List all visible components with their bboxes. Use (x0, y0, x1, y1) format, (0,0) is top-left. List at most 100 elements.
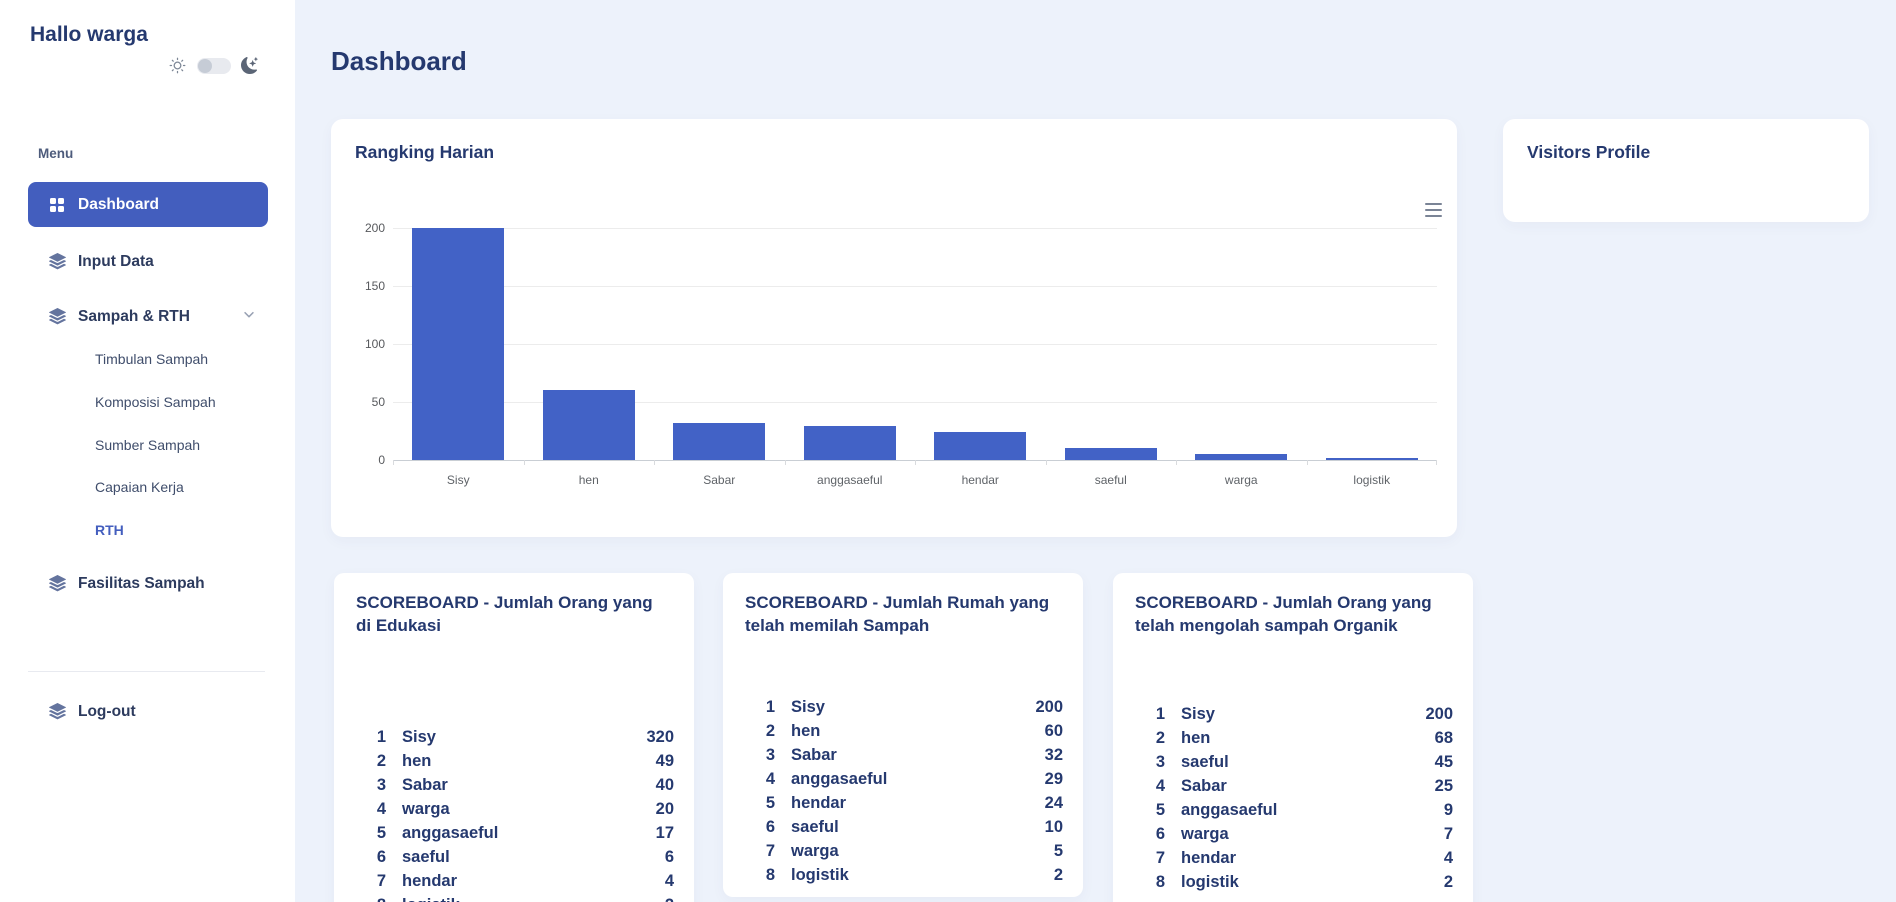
score-value: 7 (1443, 824, 1453, 843)
chart-card-title: Rangking Harian (355, 142, 495, 162)
scoreboard-row: 1 Sisy 200 (1113, 702, 1473, 726)
stack-icon (48, 575, 66, 593)
stack-icon (48, 703, 66, 721)
sidebar-item-dashboard[interactable]: Dashboard (28, 182, 268, 227)
score-value: 320 (646, 727, 674, 746)
rank-number: 4 (1155, 776, 1165, 795)
score-value: 32 (1044, 745, 1063, 764)
sidebar-item-label: Input Data (78, 252, 154, 270)
score-value: 60 (1044, 721, 1063, 740)
scoreboard-row: 4 Sabar 25 (1113, 774, 1473, 798)
rank-number: 8 (765, 865, 775, 884)
bar-warga[interactable] (1195, 454, 1288, 460)
scoreboard-row: 3 Sabar 32 (723, 743, 1083, 767)
scoreboard-list: 1 Sisy 200 2 hen 68 3 saeful 45 4 Sabar 25 5 anggasae… (1113, 702, 1473, 894)
scoreboard-title: SCOREBOARD - Jumlah Orang yang telah men… (1135, 593, 1432, 635)
scoreboard-card-mengolah-organik: SCOREBOARD - Jumlah Orang yang telah men… (1113, 573, 1473, 902)
participant-name: saeful (791, 817, 839, 836)
rank-number: 2 (376, 751, 386, 770)
bar-saeful[interactable] (1064, 448, 1157, 460)
scoreboard-list: 1 Sisy 200 2 hen 60 3 Sabar 32 4 anggasaeful 29 5 hen… (723, 695, 1083, 887)
x-axis-label: hen (578, 473, 599, 487)
sidebar-subitem-capaian-kerja[interactable]: Capaian Kerja (95, 479, 184, 495)
x-axis-tick (654, 460, 655, 465)
score-value: 20 (655, 799, 674, 818)
score-value: 25 (1434, 776, 1453, 795)
sidebar-item-sampah-rth[interactable]: Sampah & RTH (28, 294, 268, 339)
scoreboard-title: SCOREBOARD - Jumlah Rumah yang telah mem… (745, 593, 1050, 635)
participant-name: Sisy (791, 697, 825, 716)
bar-logistik[interactable] (1325, 457, 1418, 460)
bar-Sabar[interactable] (673, 422, 766, 460)
score-value: 2 (665, 896, 674, 902)
score-value: 4 (1443, 848, 1453, 867)
bar-Sisy[interactable] (412, 228, 505, 460)
scoreboard-row: 7 hendar 4 (334, 869, 694, 893)
sidebar-item-label: Log-out (78, 702, 136, 720)
menu-section-label: Menu (38, 146, 74, 161)
stack-icon (48, 253, 66, 271)
participant-name: Sabar (791, 745, 837, 764)
sidebar-item-input-data[interactable]: Input Data (28, 239, 268, 284)
theme-switcher (168, 56, 258, 75)
x-axis-label: Sabar (703, 473, 736, 487)
y-axis-tick-label: 100 (364, 337, 385, 351)
participant-name: warga (791, 841, 839, 860)
sidebar-item-label: Sampah & RTH (78, 307, 190, 325)
bar-hen[interactable] (542, 390, 635, 460)
sun-icon (168, 56, 187, 75)
rank-number: 8 (1155, 872, 1165, 891)
scoreboard-row: 5 hendar 24 (723, 791, 1083, 815)
hamburger-menu-icon[interactable] (1425, 203, 1443, 217)
score-value: 9 (1443, 800, 1453, 819)
score-value: 4 (664, 871, 674, 890)
rank-number: 3 (765, 745, 775, 764)
sidebar-subitem-timbulan-sampah[interactable]: Timbulan Sampah (95, 351, 209, 367)
rank-number: 3 (376, 775, 386, 794)
scoreboard-row: 2 hen 60 (723, 719, 1083, 743)
scoreboard-row: 3 Sabar 40 (334, 773, 694, 797)
score-value: 200 (1425, 704, 1453, 723)
scoreboard-row: 8 logistik 2 (1113, 870, 1473, 894)
page-title: Dashboard (331, 46, 467, 76)
rank-number: 2 (765, 721, 775, 740)
bar-chart-plot[interactable]: 0 50 100 150 200 (365, 221, 1437, 467)
scoreboard-row: 8 logistik 2 (334, 893, 694, 902)
sidebar-item-logout[interactable]: Log-out (28, 689, 268, 734)
sidebar: Hallo warga Menu Dashboard (0, 0, 295, 902)
score-value: 5 (1053, 841, 1063, 860)
score-value: 200 (1035, 697, 1063, 716)
participant-name: anggasaeful (402, 823, 499, 842)
sidebar-item-fasilitas-sampah[interactable]: Fasilitas Sampah (28, 561, 268, 606)
x-axis-tick (523, 460, 525, 465)
gridline (393, 344, 1437, 345)
scoreboard-row: 6 saeful 6 (334, 845, 694, 869)
rank-number: 4 (765, 769, 775, 788)
participant-name: logistik (1181, 872, 1239, 891)
participant-name: logistik (791, 865, 849, 884)
score-value: 68 (1434, 728, 1453, 747)
score-value: 2 (1053, 865, 1063, 884)
visitors-profile-card: Visitors Profile (1503, 119, 1869, 222)
participant-name: saeful (1181, 752, 1229, 771)
bar-anggasaeful[interactable] (803, 426, 896, 460)
participant-name: hendar (1181, 848, 1237, 867)
bar-hendar[interactable] (934, 432, 1027, 460)
rank-number: 7 (376, 871, 386, 890)
scoreboard-row: 3 saeful 45 (1113, 750, 1473, 774)
rank-number: 1 (765, 697, 775, 716)
score-value: 2 (1443, 872, 1453, 891)
y-axis-tick-label: 200 (364, 221, 385, 235)
score-value: 49 (655, 751, 674, 770)
participant-name: logistik (402, 896, 460, 902)
scoreboard-row: 1 Sisy 320 (334, 725, 694, 749)
rank-number: 6 (1155, 824, 1165, 843)
rank-number: 3 (1155, 752, 1165, 771)
sidebar-greeting: Hallo warga (30, 23, 148, 46)
sidebar-subitem-rth[interactable]: RTH (95, 522, 124, 538)
x-axis-tick (784, 460, 786, 465)
scoreboard-card-memilah-sampah: SCOREBOARD - Jumlah Rumah yang telah mem… (723, 573, 1083, 897)
sidebar-subitem-komposisi-sampah[interactable]: Komposisi Sampah (95, 394, 216, 410)
sidebar-subitem-sumber-sampah[interactable]: Sumber Sampah (95, 437, 201, 453)
theme-toggle[interactable] (197, 57, 231, 74)
